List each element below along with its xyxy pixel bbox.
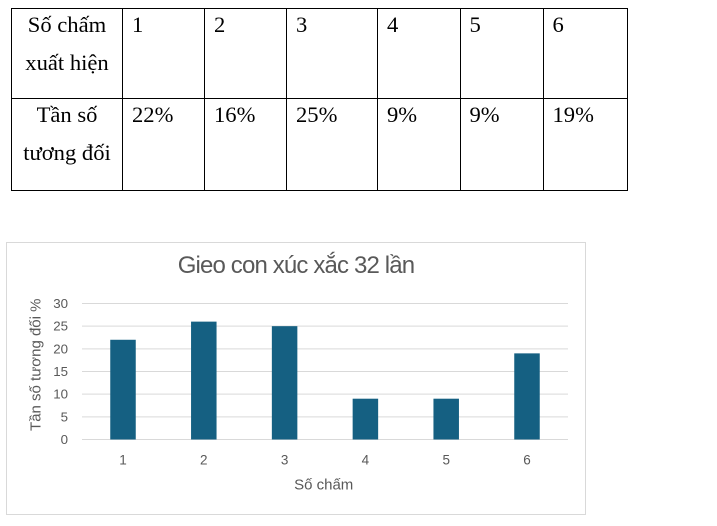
svg-text:5: 5 [61,409,68,424]
svg-text:4: 4 [362,453,370,468]
svg-text:10: 10 [53,387,68,402]
svg-text:3: 3 [281,453,289,468]
svg-text:6: 6 [523,453,531,468]
svg-text:1: 1 [119,453,127,468]
svg-text:0: 0 [61,432,68,447]
svg-text:15: 15 [53,364,68,379]
svg-text:30: 30 [53,296,68,311]
svg-text:Số chấm: Số chấm [294,477,353,494]
svg-text:25: 25 [53,319,68,334]
svg-text:Tần số tương đối %: Tần số tương đối % [28,299,45,431]
svg-text:20: 20 [53,341,68,356]
svg-text:5: 5 [442,453,450,468]
svg-text:2: 2 [200,453,208,468]
svg-text:Gieo con xúc xắc 32 lần: Gieo con xúc xắc 32 lần [178,252,415,279]
